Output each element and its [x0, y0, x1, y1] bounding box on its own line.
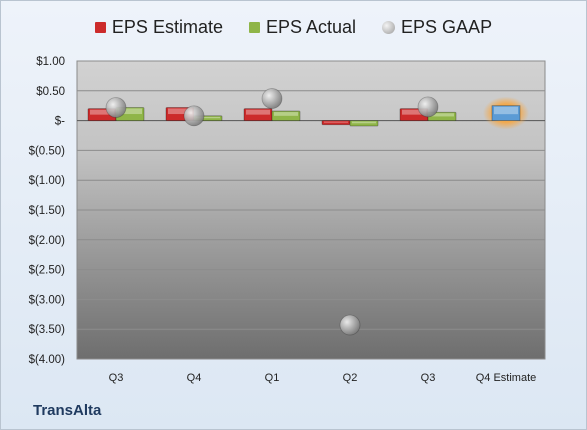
point-eps-gaap	[183, 105, 205, 127]
point-eps-gaap	[417, 96, 439, 118]
legend-item-eps-estimate: EPS Estimate	[94, 17, 223, 38]
y-tick-label: $(0.50)	[29, 145, 66, 157]
legend-item-eps-actual: EPS Actual	[248, 17, 357, 38]
legend-label-eps-gaap: EPS GAAP	[401, 17, 493, 37]
legend-label-eps-estimate: EPS Estimate	[111, 17, 223, 37]
point-eps-gaap	[105, 97, 127, 118]
y-tick-label: $(1.00)	[29, 175, 66, 187]
company-name: TransAlta	[33, 402, 102, 419]
y-tick-label: $-	[55, 116, 65, 128]
x-tick-label: Q2	[343, 372, 358, 384]
bar-eps-actual	[349, 120, 379, 127]
y-tick-label: $(3.00)	[29, 294, 66, 306]
bar-eps-actual-highlight	[196, 116, 220, 119]
x-tick-label: Q1	[265, 372, 280, 384]
legend-swatch-eps-estimate	[94, 22, 106, 33]
legend-label-eps-actual: EPS Actual	[265, 17, 357, 37]
point-eps-gaap	[339, 314, 361, 336]
x-tick-label: Q4	[187, 372, 202, 384]
y-tick-label: $(3.50)	[29, 324, 66, 336]
bar-eps-forecast-highlight	[494, 106, 518, 115]
bar-eps-actual-highlight	[274, 112, 298, 116]
y-tick-label: $(4.00)	[29, 354, 66, 366]
legend-swatch-eps-gaap	[382, 21, 396, 34]
x-tick-label: Q3	[421, 372, 436, 384]
bar-eps-estimate-highlight	[402, 109, 426, 115]
bar-eps-estimate-highlight	[246, 109, 270, 115]
y-tick-label: $(1.50)	[29, 205, 66, 217]
y-tick-label: $(2.00)	[29, 235, 66, 247]
legend-swatch-eps-actual	[248, 22, 260, 33]
legend: EPS Estimate EPS Actual EPS GAAP	[0, 17, 587, 38]
y-tick-label: $(2.50)	[29, 265, 66, 277]
bar-eps-actual-highlight	[118, 108, 142, 115]
x-tick-label: Q4 Estimate	[476, 372, 537, 384]
bar-eps-estimate-highlight	[90, 109, 114, 115]
bar-eps-actual-highlight	[352, 121, 376, 124]
bar-eps-actual-highlight	[430, 113, 454, 117]
y-tick-label: $1.00	[36, 56, 65, 68]
bar-eps-forecast	[491, 105, 521, 121]
legend-item-eps-gaap: EPS GAAP	[382, 17, 492, 38]
bar-eps-actual	[271, 110, 301, 122]
point-eps-gaap	[261, 88, 283, 109]
y-tick-label: $0.50	[36, 86, 65, 98]
bar-eps-estimate-highlight	[168, 108, 192, 115]
x-tick-label: Q3	[109, 372, 124, 384]
bar-eps-estimate-highlight	[324, 121, 348, 123]
